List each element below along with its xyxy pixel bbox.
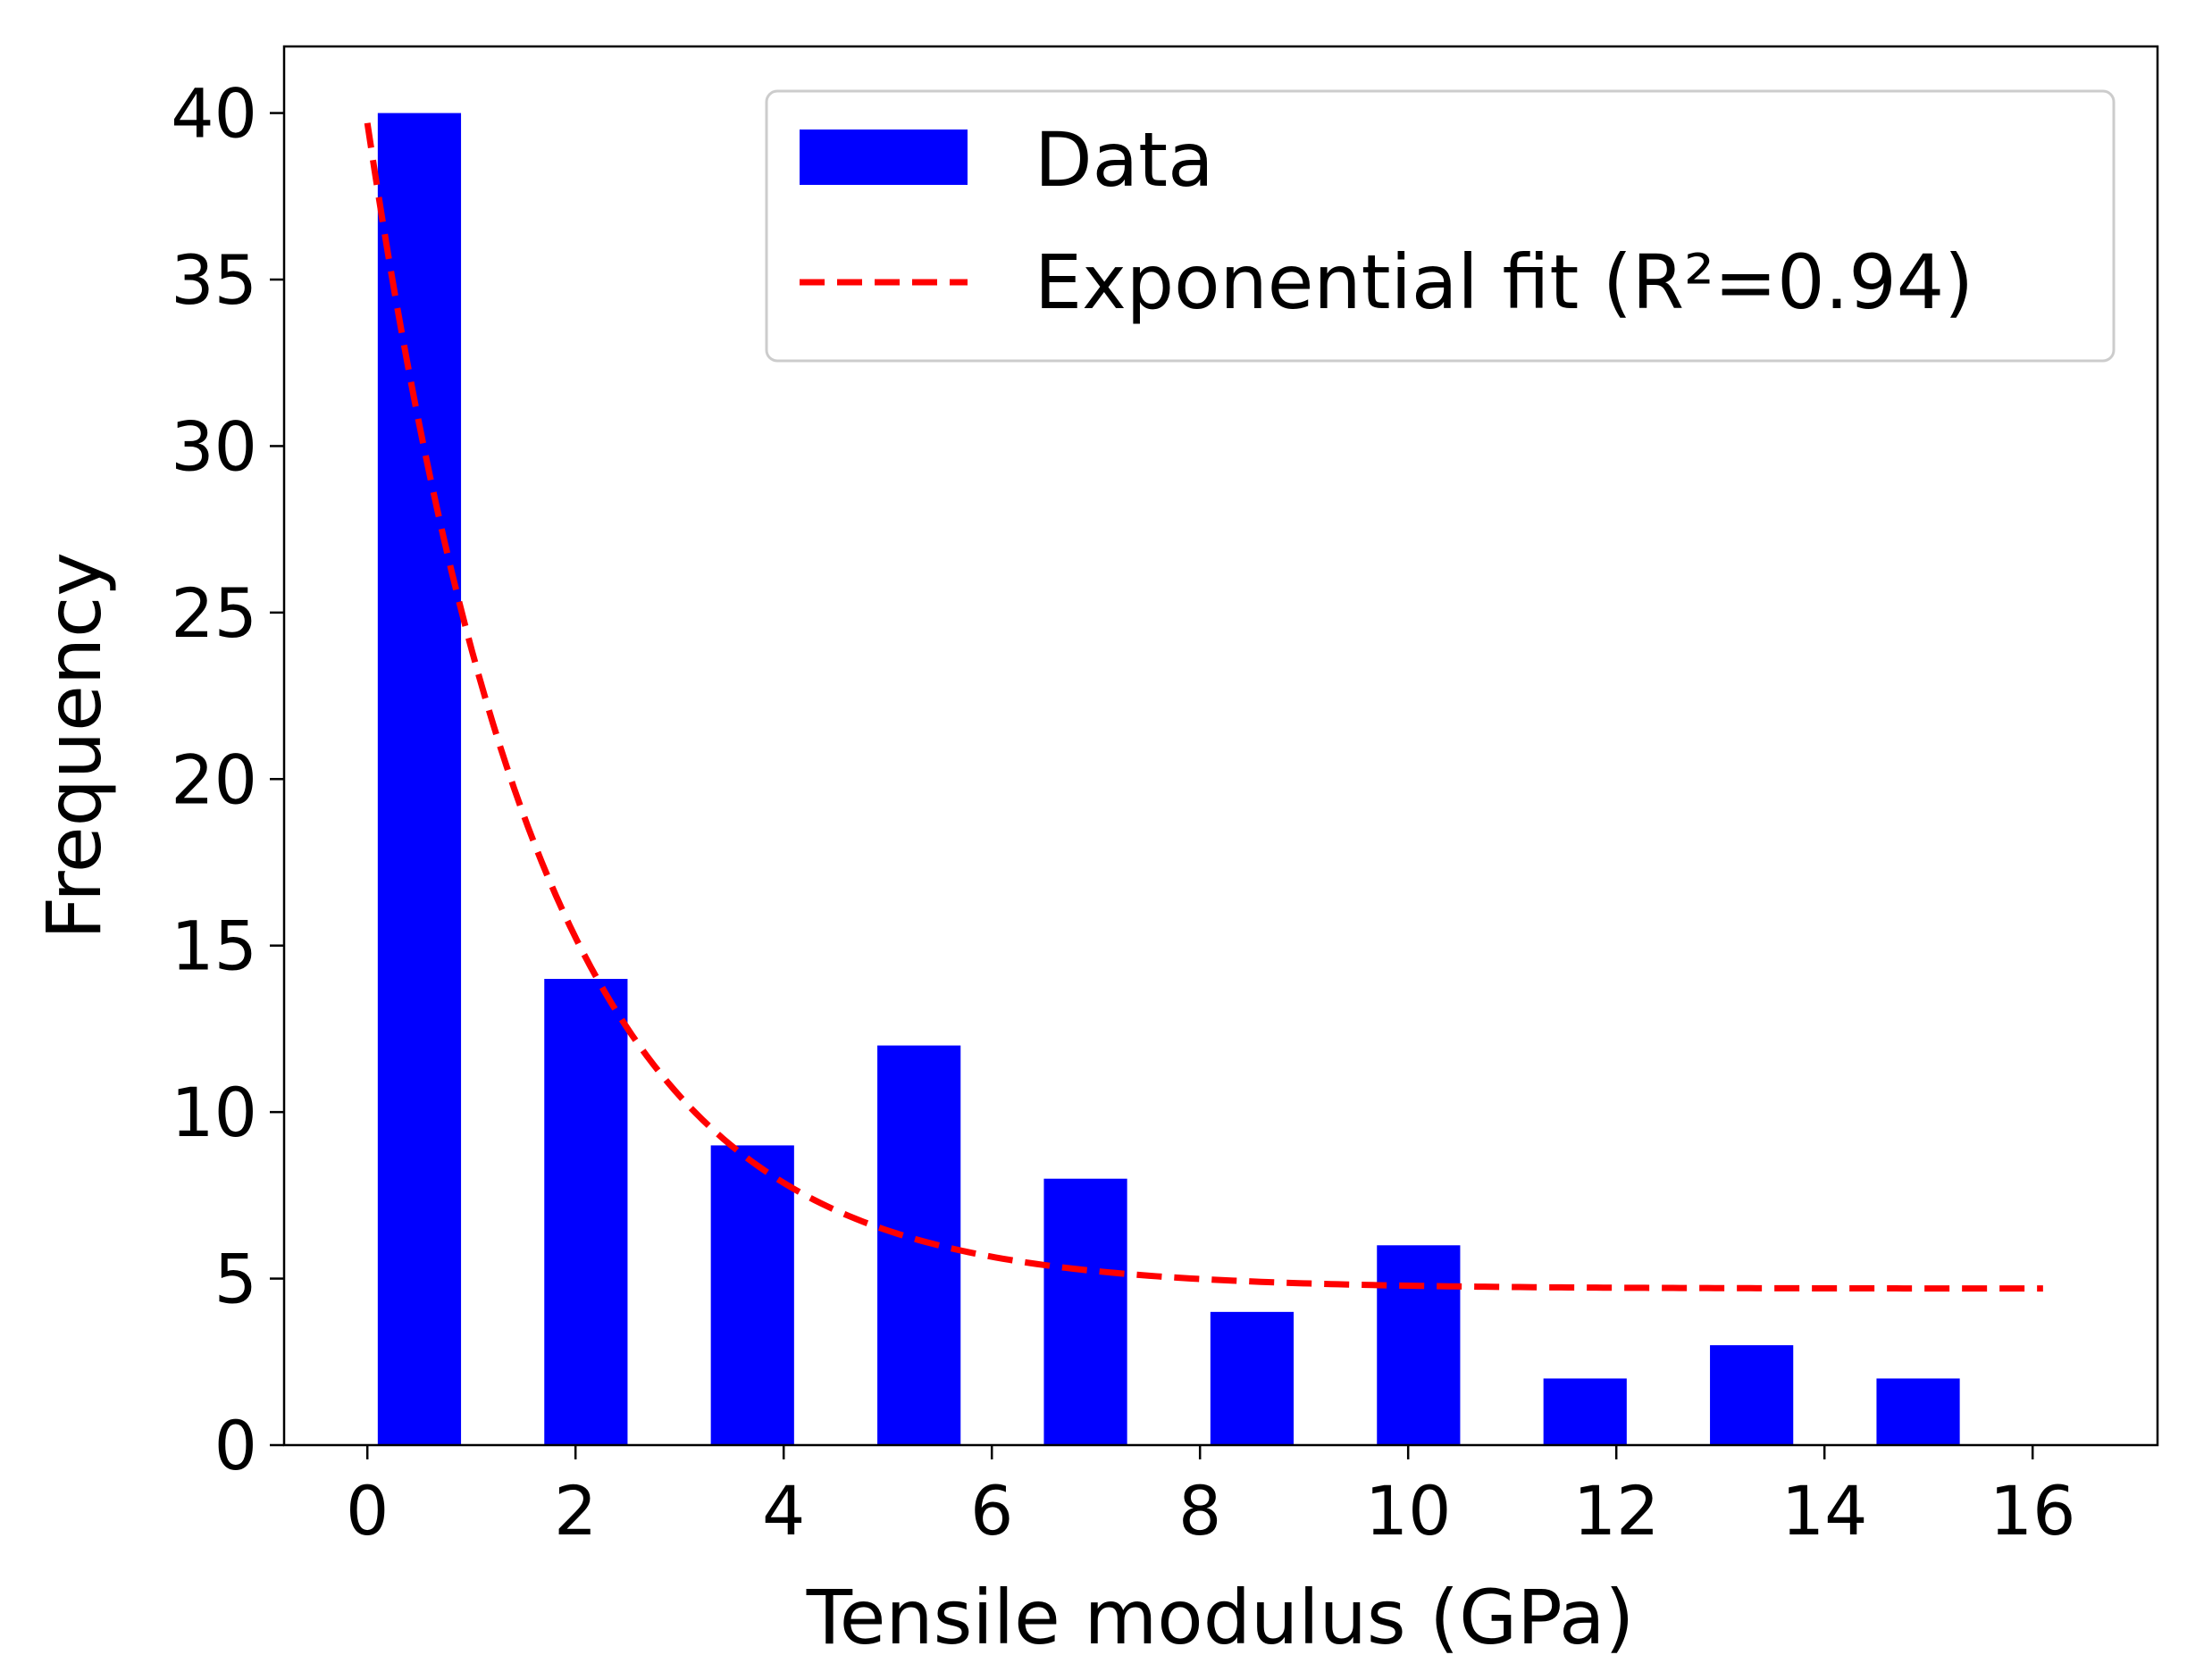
- x-tick-label: 12: [1573, 1471, 1660, 1550]
- bar-9: [1876, 1378, 1960, 1445]
- bars-group: [377, 113, 1960, 1446]
- x-tick-label: 8: [1178, 1471, 1221, 1550]
- y-tick-label: 20: [171, 740, 257, 819]
- y-tick-label: 15: [171, 907, 257, 986]
- bar-7: [1543, 1378, 1627, 1445]
- bar-4: [1043, 1178, 1127, 1445]
- bar-0: [377, 113, 462, 1446]
- x-tick-label: 2: [554, 1471, 597, 1550]
- x-tick-label: 0: [346, 1471, 389, 1550]
- bar-2: [710, 1145, 794, 1445]
- legend-box: [765, 89, 2116, 363]
- y-tick-label: 40: [171, 74, 257, 154]
- y-tick-label: 30: [171, 406, 257, 486]
- legend-data-label: Data: [1035, 116, 1214, 204]
- x-tick-label: 14: [1781, 1471, 1868, 1550]
- legend-fit-label: Exponential fit (R²=0.94): [1035, 238, 1973, 326]
- bar-3: [877, 1045, 961, 1445]
- bar-6: [1377, 1245, 1461, 1445]
- y-tick-label: 35: [171, 240, 257, 320]
- x-axis-ticks: 0 2 4 6 8 10 12 14 16: [346, 1445, 2076, 1550]
- bar-8: [1710, 1345, 1794, 1445]
- legend-data-swatch: [800, 130, 968, 185]
- y-tick-label: 5: [214, 1240, 257, 1319]
- exponential-fit-line: [364, 122, 2043, 1292]
- y-tick-label: 25: [171, 573, 257, 653]
- bar-5: [1210, 1311, 1295, 1445]
- y-tick-label: 10: [171, 1073, 257, 1152]
- y-axis-label: Frequency: [30, 552, 118, 940]
- x-tick-label: 6: [970, 1471, 1013, 1550]
- legend: Data Exponential fit (R²=0.94): [765, 89, 2116, 363]
- x-tick-label: 4: [762, 1471, 805, 1550]
- x-tick-label: 16: [1990, 1471, 2076, 1550]
- y-tick-label: 0: [214, 1406, 257, 1485]
- plot-frame: [282, 45, 2159, 1447]
- x-axis-label: Tensile modulus (GPa): [806, 1574, 1635, 1661]
- bar-1: [544, 979, 628, 1445]
- x-tick-label: 10: [1365, 1471, 1452, 1550]
- y-axis-ticks: 0 5 10 15 20 25 30 35 40: [171, 74, 284, 1485]
